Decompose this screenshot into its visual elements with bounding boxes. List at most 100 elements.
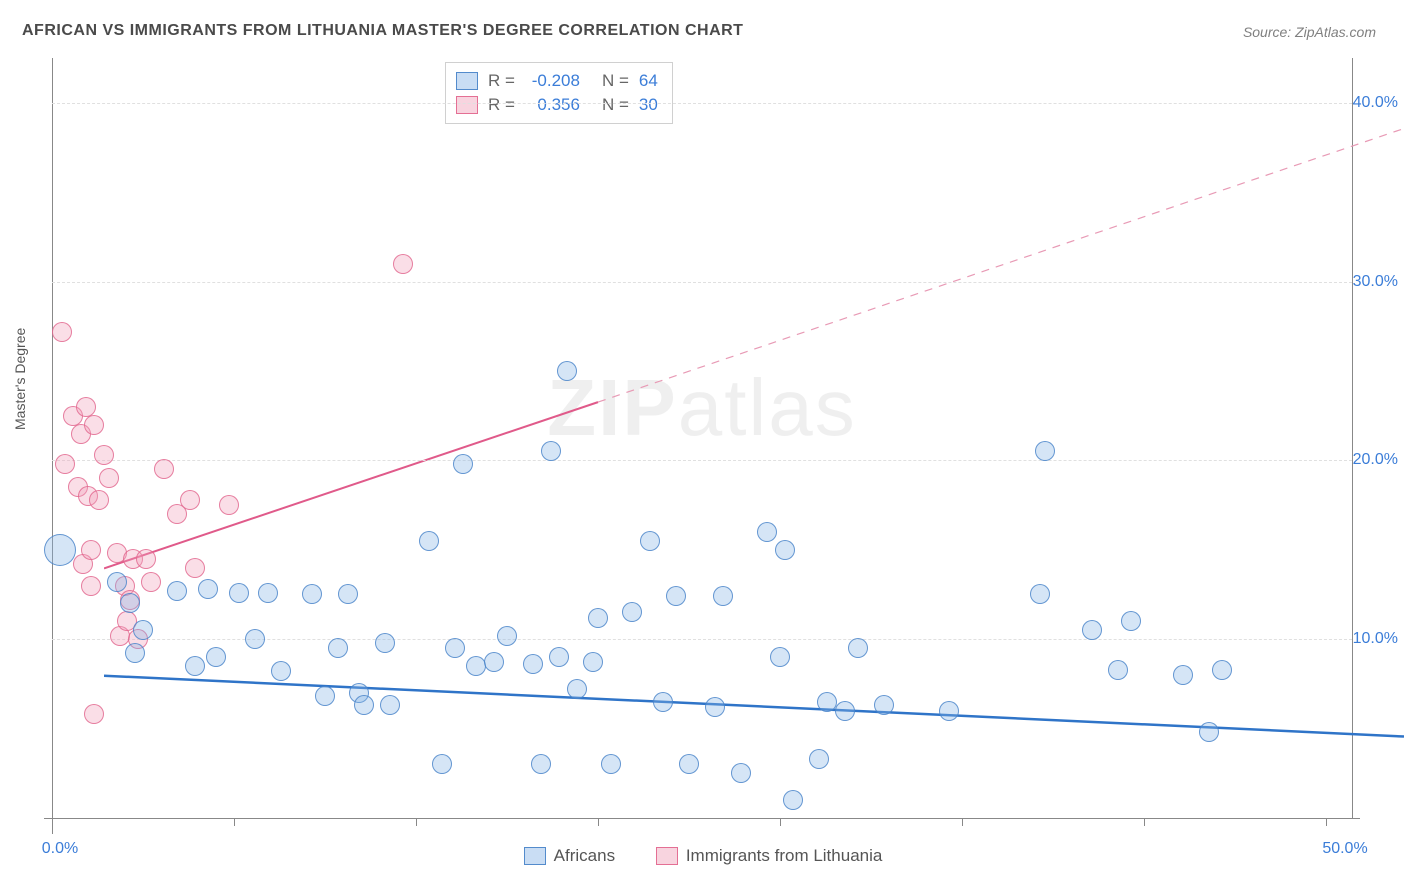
scatter-point-blue (874, 695, 894, 715)
scatter-point-blue (531, 754, 551, 774)
source-attribution: Source: ZipAtlas.com (1243, 24, 1376, 40)
trend-lines-layer (104, 116, 1404, 876)
scatter-point-blue (731, 763, 751, 783)
scatter-point-blue (541, 441, 561, 461)
scatter-point-blue (1035, 441, 1055, 461)
scatter-point-blue (419, 531, 439, 551)
watermark: ZIPatlas (547, 362, 856, 454)
scatter-point-blue (679, 754, 699, 774)
scatter-point-blue (380, 695, 400, 715)
scatter-point-blue (770, 647, 790, 667)
scatter-point-blue (601, 754, 621, 774)
scatter-point-blue (775, 540, 795, 560)
scatter-point-blue (466, 656, 486, 676)
swatch-blue-icon (524, 847, 546, 865)
scatter-point-pink (55, 454, 75, 474)
swatch-pink-icon (456, 96, 478, 114)
swatch-blue-icon (456, 72, 478, 90)
legend-item-series2: Immigrants from Lithuania (656, 846, 883, 866)
scatter-point-blue (835, 701, 855, 721)
scatter-point-blue (557, 361, 577, 381)
scatter-point-blue (1212, 660, 1232, 680)
scatter-point-pink (219, 495, 239, 515)
scatter-point-blue (328, 638, 348, 658)
scatter-point-blue (167, 581, 187, 601)
x-tick (780, 818, 781, 826)
n-value-series1: 64 (639, 69, 658, 93)
scatter-point-blue (653, 692, 673, 712)
x-tick (416, 818, 417, 826)
scatter-point-blue (271, 661, 291, 681)
scatter-point-pink (141, 572, 161, 592)
scatter-point-blue (338, 584, 358, 604)
r-value-series1: -0.208 (525, 69, 580, 93)
r-label: R = (488, 93, 515, 117)
scatter-point-blue (583, 652, 603, 672)
gridline-h (52, 103, 1352, 104)
plot-area: ZIPatlas (52, 58, 1353, 818)
scatter-point-blue (1173, 665, 1193, 685)
scatter-point-blue (133, 620, 153, 640)
y-tick-label: 40.0% (1353, 94, 1398, 112)
scatter-point-blue (445, 638, 465, 658)
scatter-point-blue (354, 695, 374, 715)
x-tick-label-right: 50.0% (1322, 840, 1367, 858)
scatter-point-pink (89, 490, 109, 510)
chart-title: AFRICAN VS IMMIGRANTS FROM LITHUANIA MAS… (22, 22, 743, 40)
scatter-point-blue (1121, 611, 1141, 631)
x-tick (1144, 818, 1145, 826)
x-axis-line (44, 818, 1360, 819)
scatter-point-blue (245, 629, 265, 649)
n-value-series2: 30 (639, 93, 658, 117)
scatter-point-blue (523, 654, 543, 674)
scatter-point-blue (549, 647, 569, 667)
x-tick (598, 818, 599, 826)
scatter-point-blue (302, 584, 322, 604)
scatter-point-pink (99, 468, 119, 488)
scatter-point-blue (567, 679, 587, 699)
scatter-point-blue (713, 586, 733, 606)
scatter-point-blue (185, 656, 205, 676)
scatter-point-blue (229, 583, 249, 603)
swatch-pink-icon (656, 847, 678, 865)
legend-item-series1: Africans (524, 846, 615, 866)
scatter-point-pink (52, 322, 72, 342)
legend-label-series2: Immigrants from Lithuania (686, 846, 883, 866)
trend-line-pink-dashed (598, 129, 1404, 403)
scatter-point-blue (258, 583, 278, 603)
scatter-point-blue (315, 686, 335, 706)
stats-row-series1: R = -0.208 N = 64 (456, 69, 658, 93)
scatter-point-blue (848, 638, 868, 658)
scatter-point-blue (939, 701, 959, 721)
x-tick-label-left: 0.0% (42, 840, 78, 858)
scatter-point-blue (705, 697, 725, 717)
scatter-point-pink (84, 704, 104, 724)
trend-line-pink-solid (104, 402, 598, 568)
scatter-point-blue (198, 579, 218, 599)
legend-label-series1: Africans (554, 846, 615, 866)
n-label: N = (602, 93, 629, 117)
scatter-point-pink (84, 415, 104, 435)
scatter-point-pink (393, 254, 413, 274)
x-tick (962, 818, 963, 826)
stats-row-series2: R = 0.356 N = 30 (456, 93, 658, 117)
scatter-point-blue (1199, 722, 1219, 742)
scatter-point-pink (81, 576, 101, 596)
scatter-point-blue (107, 572, 127, 592)
correlation-stats-box: R = -0.208 N = 64 R = 0.356 N = 30 (445, 62, 673, 124)
scatter-point-pink (185, 558, 205, 578)
scatter-point-blue (809, 749, 829, 769)
x-tick (234, 818, 235, 826)
scatter-point-blue (666, 586, 686, 606)
scatter-point-blue (757, 522, 777, 542)
scatter-point-blue (453, 454, 473, 474)
scatter-point-blue (44, 534, 76, 566)
scatter-point-pink (136, 549, 156, 569)
scatter-point-blue (206, 647, 226, 667)
scatter-point-blue (1082, 620, 1102, 640)
y-tick-label: 10.0% (1353, 630, 1398, 648)
r-value-series2: 0.356 (525, 93, 580, 117)
scatter-point-blue (640, 531, 660, 551)
scatter-point-blue (484, 652, 504, 672)
scatter-point-pink (180, 490, 200, 510)
